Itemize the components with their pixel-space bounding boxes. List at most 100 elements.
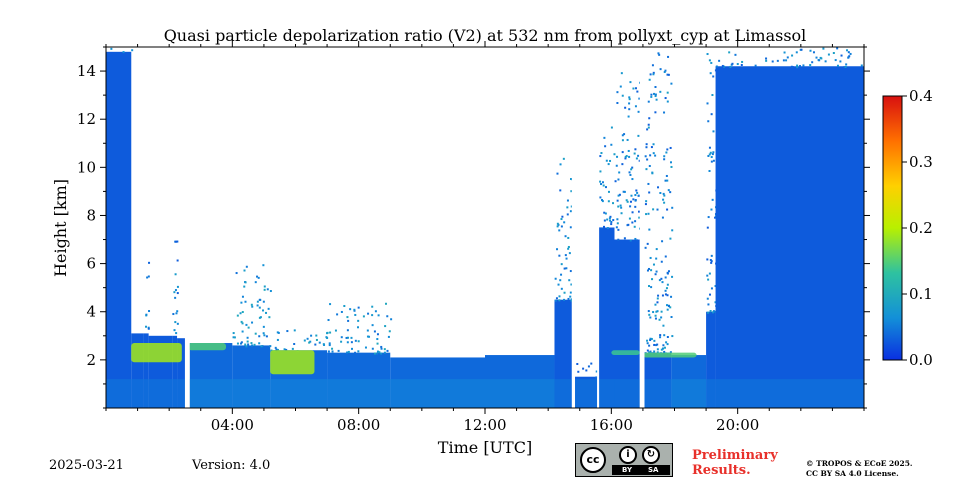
signal-speckle <box>616 91 619 94</box>
signal-speckle <box>669 237 672 240</box>
signal-speckle <box>375 352 378 355</box>
signal-speckle <box>671 335 674 338</box>
signal-speckle <box>376 338 379 341</box>
signal-speckle <box>706 258 709 261</box>
signal-speckle <box>710 113 713 116</box>
signal-speckle <box>669 191 672 194</box>
signal-speckle <box>660 277 663 280</box>
boundary-layer <box>106 379 132 408</box>
signal-speckle <box>710 160 713 163</box>
signal-speckle <box>658 318 661 321</box>
signal-speckle <box>714 310 717 313</box>
signal-speckle <box>646 242 649 245</box>
signal-speckle <box>286 330 289 333</box>
signal-speckle <box>653 339 656 342</box>
signal-speckle <box>265 311 268 314</box>
signal-speckle <box>176 292 179 295</box>
signal-speckle <box>646 349 649 352</box>
signal-speckle <box>373 352 376 355</box>
signal-speckle <box>566 213 569 216</box>
signal-speckle <box>582 367 585 370</box>
signal-speckle <box>649 256 652 259</box>
signal-speckle <box>809 64 812 67</box>
signal-speckle <box>664 276 667 279</box>
signal-speckle <box>306 337 309 340</box>
signal-speckle <box>246 336 249 339</box>
signal-speckle <box>660 310 663 313</box>
x-tick-label: 12:00 <box>463 416 506 434</box>
signal-speckle <box>624 106 627 109</box>
signal-speckle <box>796 64 799 67</box>
signal-speckle <box>274 346 277 349</box>
signal-speckle <box>328 342 331 345</box>
signal-speckle <box>357 340 360 343</box>
signal-speckle <box>711 94 714 97</box>
signal-speckle <box>656 310 659 313</box>
person-icon: i <box>619 446 637 464</box>
signal-speckle <box>654 154 657 157</box>
signal-speckle <box>380 345 383 348</box>
signal-speckle <box>560 225 563 228</box>
signal-speckle <box>347 319 350 322</box>
signal-speckle <box>620 72 623 75</box>
signal-speckle <box>376 342 379 345</box>
signal-speckle <box>708 59 711 62</box>
signal-speckle <box>604 212 607 215</box>
signal-speckle <box>771 60 774 63</box>
signal-speckle <box>608 217 611 220</box>
signal-speckle <box>568 252 571 255</box>
signal-speckle <box>258 342 261 345</box>
signal-speckle <box>356 326 359 329</box>
signal-speckle <box>638 159 641 162</box>
signal-speckle <box>173 291 176 294</box>
signal-speckle <box>607 200 610 203</box>
signal-speckle <box>620 206 623 209</box>
signal-speckle <box>647 310 650 313</box>
signal-speckle <box>595 376 598 379</box>
signal-speckle <box>570 299 573 302</box>
signal-speckle <box>585 369 588 372</box>
y-tick-label: 4 <box>86 303 96 321</box>
signal-speckle <box>656 301 659 304</box>
dust-layer <box>131 343 182 363</box>
colorbar-tick-label: 0.2 <box>909 219 933 237</box>
signal-speckle <box>634 205 637 208</box>
signal-speckle <box>824 60 827 63</box>
signal-speckle <box>309 340 312 343</box>
signal-speckle <box>711 198 714 201</box>
signal-speckle <box>354 351 357 354</box>
data-gap <box>184 47 190 408</box>
signal-speckle <box>308 341 311 344</box>
signal-speckle <box>270 349 273 352</box>
signal-speckle <box>563 291 566 294</box>
signal-speckle <box>266 288 269 291</box>
signal-speckle <box>174 289 177 292</box>
signal-speckle <box>709 293 712 296</box>
signal-speckle <box>346 329 349 332</box>
signal-speckle <box>366 329 369 332</box>
signal-speckle <box>666 179 669 182</box>
signal-speckle <box>603 211 606 214</box>
signal-speckle <box>269 290 272 293</box>
signal-speckle <box>651 278 654 281</box>
y-tick-label: 6 <box>86 255 96 273</box>
signal-speckle <box>625 199 628 202</box>
signal-speckle <box>567 245 570 248</box>
boundary-layer <box>327 379 391 408</box>
signal-speckle <box>565 257 568 260</box>
signal-speckle <box>629 239 632 242</box>
signal-speckle <box>644 246 647 249</box>
signal-speckle <box>554 277 557 280</box>
signal-speckle <box>707 311 710 314</box>
signal-speckle <box>796 66 799 69</box>
boundary-layer <box>715 379 864 408</box>
signal-speckle <box>567 297 570 300</box>
signal-speckle <box>647 100 650 103</box>
signal-speckle <box>628 96 631 99</box>
sa-label: SA <box>648 466 659 474</box>
signal-speckle <box>662 192 665 195</box>
signal-speckle <box>660 348 663 351</box>
date-label: 2025-03-21 <box>49 458 124 473</box>
signal-speckle <box>651 172 654 175</box>
signal-speckle <box>610 221 613 224</box>
